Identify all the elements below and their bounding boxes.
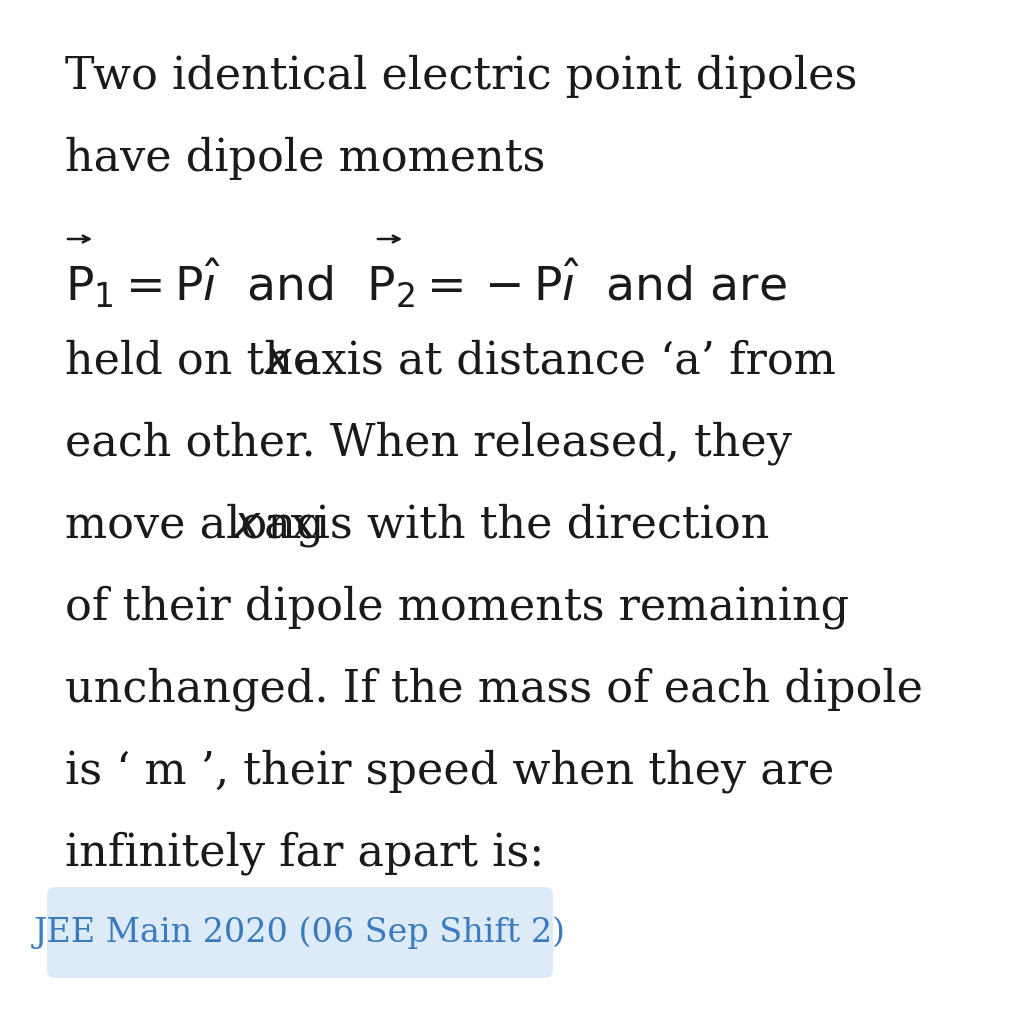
Text: infinitely far apart is:: infinitely far apart is: — [65, 831, 544, 874]
Text: $\mathrm{P_1} = \mathrm{P}\hat{\imath}\ \ \mathrm{and}\ \ \mathrm{P_2} = -\mathr: $\mathrm{P_1} = \mathrm{P}\hat{\imath}\ … — [65, 257, 786, 311]
Text: axis with the direction: axis with the direction — [250, 503, 769, 546]
Text: is ‘ m ’, their speed when they are: is ‘ m ’, their speed when they are — [65, 749, 835, 793]
Text: axis at distance ‘a’ from: axis at distance ‘a’ from — [281, 339, 836, 382]
FancyBboxPatch shape — [47, 887, 553, 978]
Text: of their dipole moments remaining: of their dipole moments remaining — [65, 585, 849, 629]
Text: $x$: $x$ — [232, 503, 262, 546]
Text: move along: move along — [65, 503, 339, 547]
Text: held on the: held on the — [65, 339, 334, 382]
Text: $x$: $x$ — [263, 339, 293, 382]
Text: unchanged. If the mass of each dipole: unchanged. If the mass of each dipole — [65, 667, 923, 711]
Text: each other. When released, they: each other. When released, they — [65, 421, 792, 465]
Text: have dipole moments: have dipole moments — [65, 137, 546, 180]
Text: Two identical electric point dipoles: Two identical electric point dipoles — [65, 55, 857, 98]
Text: JEE Main 2020 (06 Sep Shift 2): JEE Main 2020 (06 Sep Shift 2) — [34, 916, 566, 949]
